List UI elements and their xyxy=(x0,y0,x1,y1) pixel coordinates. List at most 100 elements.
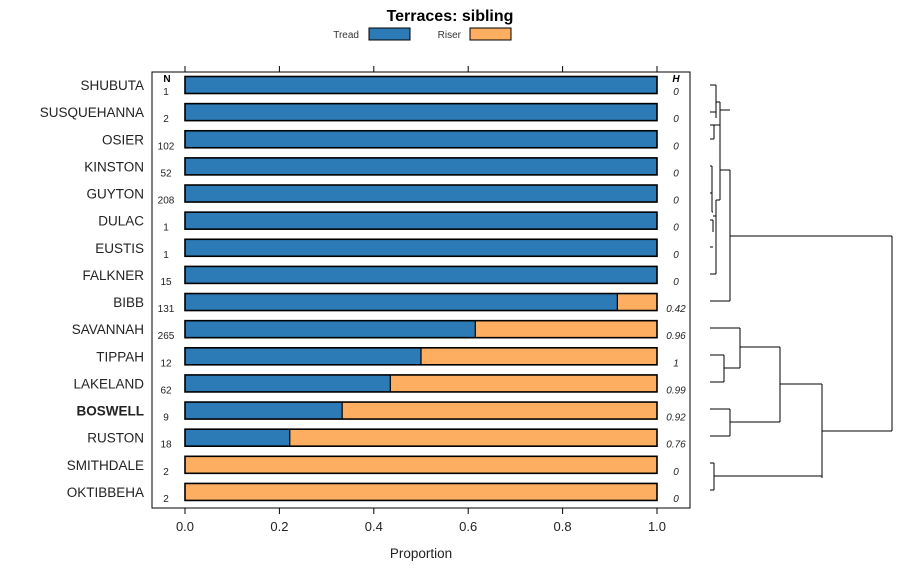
n-label-shubuta: 1 xyxy=(163,87,169,98)
n-label-ruston: 18 xyxy=(160,440,172,451)
x-tick-label-0-8: 0.8 xyxy=(554,519,572,534)
h-label-dulac: 0 xyxy=(673,223,679,234)
n-label-osier: 102 xyxy=(158,141,175,152)
n-label-savannah: 265 xyxy=(158,331,175,342)
legend-label-tread: Tread xyxy=(333,30,359,41)
x-tick-label-0-2: 0.2 xyxy=(270,519,288,534)
h-label-boswell: 0.92 xyxy=(666,413,686,424)
legend: Tread Riser xyxy=(333,27,512,41)
h-label-eustis: 0 xyxy=(673,250,679,261)
category-label-tippah: TIPPAH xyxy=(96,349,144,364)
bar-outline-guyton xyxy=(184,184,658,203)
bar-falkner-tread xyxy=(185,266,657,284)
category-label-guyton: GUYTON xyxy=(86,187,144,202)
x-tick-label-0-6: 0.6 xyxy=(459,519,477,534)
category-label-dulac: DULAC xyxy=(98,214,144,229)
bar-outline-susquehanna xyxy=(184,102,658,122)
bar-outline-bibb xyxy=(184,292,658,312)
n-label-bibb: 131 xyxy=(158,304,175,315)
h-label-susquehanna: 0 xyxy=(673,114,679,125)
chart-title: Terraces: sibling xyxy=(387,8,514,25)
n-label-eustis: 1 xyxy=(163,250,169,261)
h-labels: 0 0 0 0 0 0 0 0 0.42 0.96 1 0.99 0.92 0.76 0 0 xyxy=(666,87,686,505)
bar-outline-lakeland xyxy=(184,374,658,393)
bar-outline-ruston xyxy=(184,428,658,447)
bar-tippah-tread xyxy=(185,347,421,365)
n-label-dulac: 1 xyxy=(163,223,169,234)
category-label-savannah: SAVANNAH xyxy=(72,322,144,337)
category-label-susquehanna: SUSQUEHANNA xyxy=(40,105,144,120)
legend-label-riser: Riser xyxy=(438,30,462,41)
bar-oktibbeha-riser xyxy=(185,483,657,501)
bar-savannah-tread xyxy=(185,320,476,338)
n-label-lakeland: 62 xyxy=(160,385,172,396)
category-label-bibb: BIBB xyxy=(113,295,144,310)
category-label-osier: OSIER xyxy=(102,132,144,147)
h-label-osier: 0 xyxy=(673,141,679,152)
category-label-falkner: FALKNER xyxy=(82,268,144,283)
n-label-guyton: 208 xyxy=(158,196,175,207)
bar-smithdale-riser xyxy=(185,456,657,474)
h-label-bibb: 0.42 xyxy=(666,304,686,315)
bar-bibb-tread xyxy=(185,293,618,311)
n-header: N xyxy=(163,74,170,85)
category-label-ruston: RUSTON xyxy=(87,431,144,446)
category-label-shubuta: SHUBUTA xyxy=(80,78,144,93)
bar-outline-smithdale xyxy=(184,455,658,475)
category-label-boswell: BOSWELL xyxy=(77,404,145,419)
h-label-shubuta: 0 xyxy=(673,87,679,98)
h-label-tippah: 1 xyxy=(673,358,679,369)
n-label-oktibbeha: 2 xyxy=(163,494,169,505)
bar-guyton-tread xyxy=(185,185,657,203)
bar-lakeland-riser xyxy=(390,374,657,392)
bar-ruston-riser xyxy=(289,429,657,447)
bar-dulac-tread xyxy=(185,212,657,230)
h-label-oktibbeha: 0 xyxy=(673,494,679,505)
dendrogram xyxy=(710,84,893,491)
legend-swatch-riser xyxy=(469,27,512,41)
h-label-ruston: 0.76 xyxy=(666,440,686,451)
legend-swatch-tread xyxy=(368,27,411,41)
bar-boswell-tread xyxy=(185,402,343,420)
bar-osier-tread xyxy=(185,130,657,148)
category-label-eustis: EUSTIS xyxy=(95,241,144,256)
bar-boswell-riser xyxy=(342,402,657,420)
x-axis-title: Proportion xyxy=(390,546,452,561)
bar-lakeland-tread xyxy=(185,374,391,392)
category-label-lakeland: LAKELAND xyxy=(73,376,144,391)
bar-outline-kinston xyxy=(184,157,658,176)
category-label-oktibbeha: OKTIBBEHA xyxy=(67,485,144,500)
h-label-lakeland: 0.99 xyxy=(666,385,686,396)
h-label-guyton: 0 xyxy=(673,196,679,207)
bar-outline-dulac xyxy=(184,211,658,230)
category-label-kinston: KINSTON xyxy=(84,159,144,174)
bar-outline-falkner xyxy=(184,265,658,285)
n-label-falkner: 15 xyxy=(160,277,172,288)
h-label-smithdale: 0 xyxy=(673,467,679,478)
h-label-kinston: 0 xyxy=(673,168,679,179)
bar-shubuta-tread xyxy=(185,76,657,94)
h-header: H xyxy=(672,74,680,85)
plot-panel xyxy=(151,71,691,509)
category-label-smithdale: SMITHDALE xyxy=(67,458,144,473)
bar-tippah-riser xyxy=(421,347,657,365)
bar-outline-oktibbeha xyxy=(184,482,658,502)
x-tick-label-1-0: 1.0 xyxy=(648,519,666,534)
h-label-falkner: 0 xyxy=(673,277,679,288)
bar-outline-shubuta xyxy=(184,75,658,95)
n-label-boswell: 9 xyxy=(163,413,169,424)
bar-savannah-riser xyxy=(475,320,657,338)
bar-outline-eustis xyxy=(184,238,658,258)
bar-ruston-tread xyxy=(185,429,290,447)
h-label-savannah: 0.96 xyxy=(666,331,686,342)
n-label-tippah: 12 xyxy=(160,358,172,369)
bars xyxy=(184,75,658,502)
bar-bibb-riser xyxy=(617,293,657,311)
bar-susquehanna-tread xyxy=(185,103,657,121)
n-label-susquehanna: 2 xyxy=(163,114,169,125)
bar-outline-osier xyxy=(184,129,658,149)
x-tick-label-0-0: 0.0 xyxy=(176,519,194,534)
x-axis: 0.0 0.2 0.4 0.6 0.8 1.0 xyxy=(176,66,666,534)
